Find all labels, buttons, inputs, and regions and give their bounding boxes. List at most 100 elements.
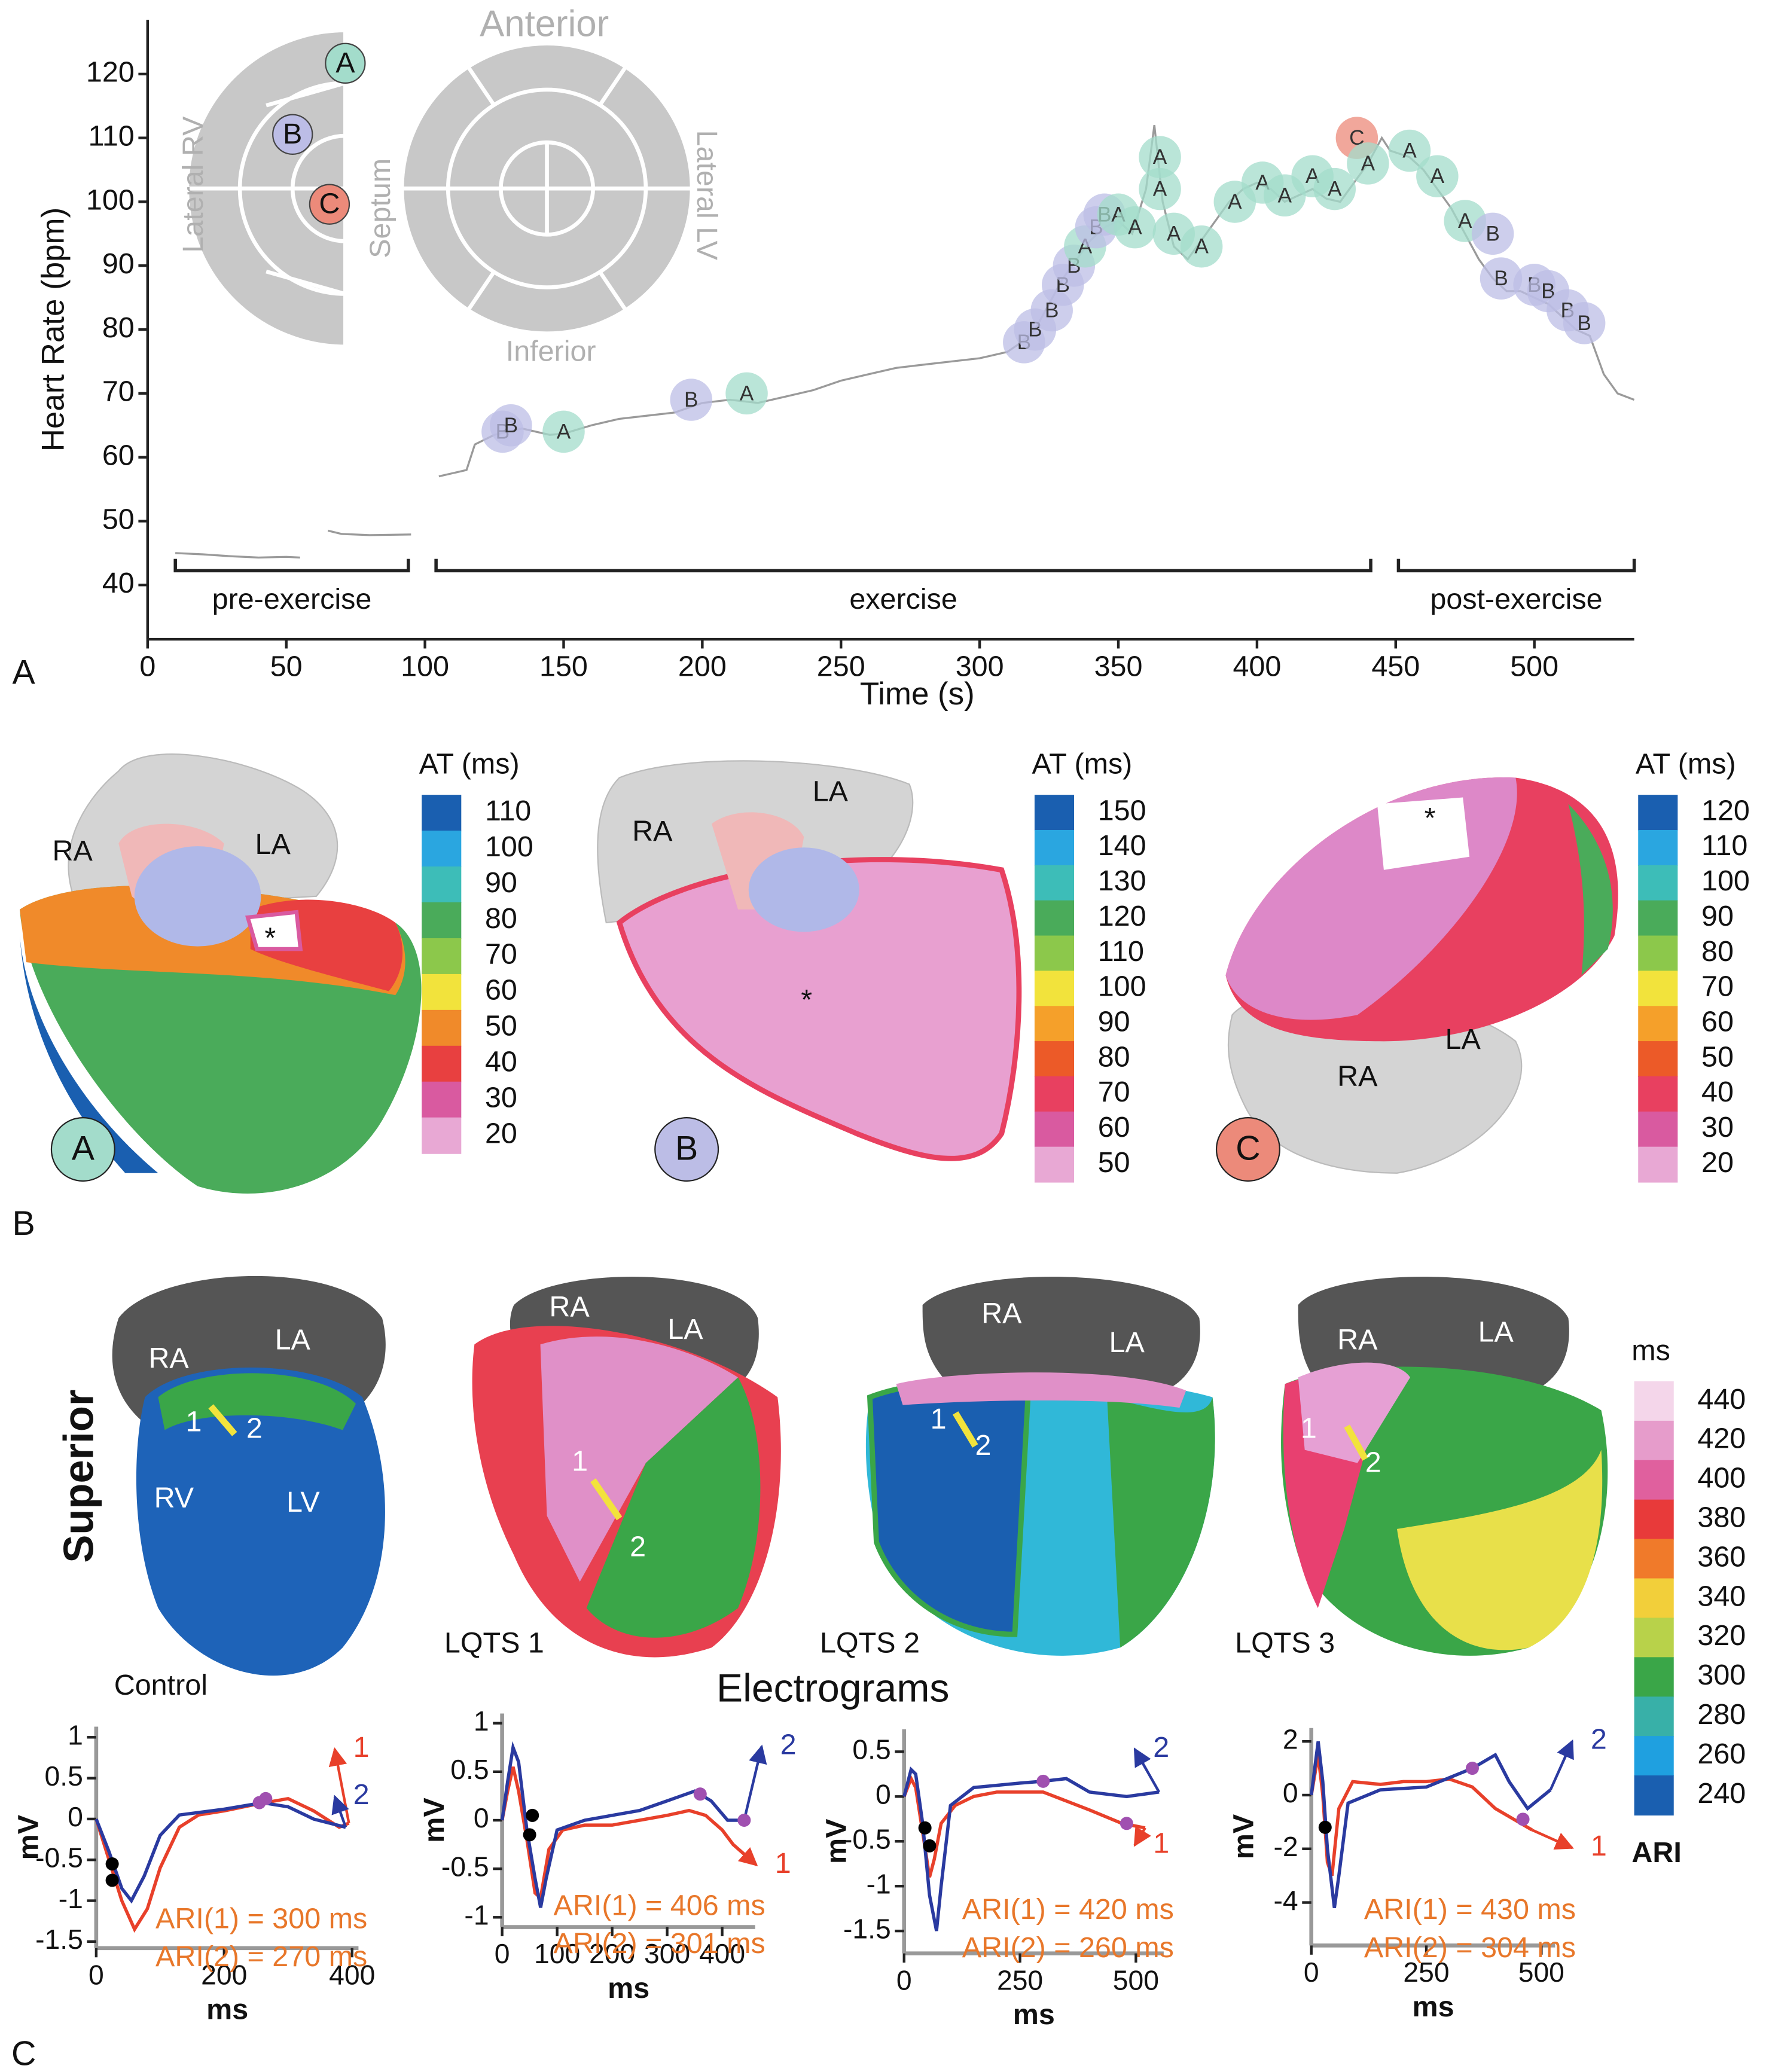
heart-c-control [112, 1275, 386, 1676]
point-marker [1313, 167, 1356, 210]
series-arrow [1532, 1829, 1574, 1850]
point-marker-label: A [1278, 184, 1292, 207]
point-marker [1139, 167, 1181, 210]
x-tick-label: 300 [644, 1938, 690, 1969]
y-tick-label: -1.5 [843, 1913, 891, 1944]
point-marker [1480, 257, 1523, 300]
colorbar-label: 320 [1697, 1619, 1746, 1652]
shape [266, 81, 346, 108]
shape [136, 1367, 385, 1676]
marker-dot [737, 1813, 751, 1827]
phase-label: pre-exercise [212, 583, 372, 615]
shape [590, 1478, 623, 1521]
x-tick-label: 50 [270, 650, 303, 682]
x-tick-label: 0 [139, 650, 155, 682]
marker-dot [259, 1792, 273, 1805]
x-tick-label: 200 [678, 650, 727, 682]
x-tick-label: 400 [1233, 650, 1281, 682]
colorbar-label: 70 [1098, 1076, 1130, 1108]
heart-label: RA [549, 1291, 590, 1323]
colorbar-title: AT (ms) [1636, 747, 1736, 780]
colorbar-label: 20 [485, 1118, 517, 1150]
colorbar-band [1034, 829, 1075, 866]
point-marker [725, 372, 768, 415]
colorbar-band [422, 866, 462, 904]
shape [1568, 804, 1613, 976]
colorbar-band [422, 1117, 462, 1154]
x-tick-label: 0 [89, 1960, 104, 1991]
x-tick-label: 400 [699, 1938, 745, 1969]
point-marker-label: A [740, 382, 754, 405]
y-tick-label: 0 [474, 1802, 489, 1833]
colorbar-band [422, 831, 462, 868]
series-line [500, 1741, 745, 1908]
colorbar-label: 60 [485, 974, 517, 1006]
point-marker-label: B [1494, 267, 1508, 290]
y-tick-label: 70 [102, 376, 135, 408]
inset-point [325, 42, 366, 84]
panel-label: C [11, 2035, 36, 2072]
x-tick-label: 400 [329, 1960, 375, 1991]
colorbar-band [422, 974, 462, 1011]
colorbar-label: 60 [1098, 1111, 1130, 1143]
point-marker-label: A [1361, 152, 1375, 175]
series-arrow [743, 1744, 767, 1821]
phase-bracket [1396, 559, 1636, 573]
x-tick-label: 500 [1518, 1957, 1564, 1988]
colorbar-label: 80 [1098, 1040, 1130, 1073]
shape [1377, 797, 1470, 870]
colorbar-label: 60 [1701, 1005, 1734, 1037]
heart-label: 1 [931, 1403, 947, 1435]
heart-badge [654, 1117, 719, 1182]
heart-c-lqts3 [1281, 1277, 1608, 1656]
marker-dot [923, 1839, 937, 1853]
y-tick-label: 0 [1283, 1777, 1298, 1808]
point-marker-label: A [1328, 178, 1342, 201]
heart-label: * [801, 984, 812, 1016]
colorbar-band [1034, 865, 1075, 901]
colorbar-label: 260 [1697, 1738, 1746, 1770]
colorbar-label: 40 [485, 1046, 517, 1078]
series-label: 2 [353, 1778, 370, 1811]
colorbar-label: 100 [1701, 865, 1750, 897]
shape [867, 1380, 1031, 1637]
heart-label: 1 [185, 1405, 202, 1438]
colorbar-band [1638, 1146, 1678, 1183]
colorbar-band [1638, 971, 1678, 1007]
inset-point [272, 114, 313, 155]
point-marker-label: A [1128, 216, 1142, 239]
x-axis-title: ms [1013, 1998, 1055, 2031]
series-label: 2 [1591, 1723, 1607, 1756]
colorbar-band [1638, 1076, 1678, 1112]
heart-name: LQTS 1 [444, 1627, 544, 1659]
colorbar-band [422, 902, 462, 939]
point-marker [1347, 142, 1389, 185]
point-marker-label: B [1486, 222, 1500, 245]
marker-dot [1120, 1817, 1133, 1830]
point-marker-label: A [1458, 209, 1472, 233]
series-label: 1 [1591, 1830, 1607, 1862]
x-tick-label: 0 [1304, 1957, 1319, 1988]
heart-label: * [1425, 802, 1436, 834]
colorbar-label: 340 [1697, 1580, 1746, 1612]
heart-label: * [264, 921, 276, 954]
heart-label: 2 [1365, 1447, 1381, 1479]
heart-name: LQTS 2 [820, 1627, 920, 1659]
colorbar-band [422, 795, 462, 832]
heart-label: LA [275, 1324, 311, 1356]
point-marker-label: A [1431, 164, 1445, 188]
series-label: 2 [1153, 1731, 1169, 1763]
shape [952, 1411, 978, 1448]
point-marker-label: B [504, 414, 518, 437]
colorbar-label: 120 [1701, 794, 1750, 826]
point-marker [1563, 302, 1606, 344]
x-tick-label: 350 [1094, 650, 1143, 682]
heart-badge-label: A [72, 1129, 95, 1167]
marker-dot [1516, 1812, 1530, 1826]
phase-label: post-exercise [1430, 583, 1602, 615]
marker-dot [1465, 1762, 1479, 1775]
heart-label: LA [1109, 1326, 1145, 1359]
shape [597, 270, 635, 322]
colorbar-label: 280 [1697, 1698, 1746, 1731]
colorbar-band [1638, 795, 1678, 831]
